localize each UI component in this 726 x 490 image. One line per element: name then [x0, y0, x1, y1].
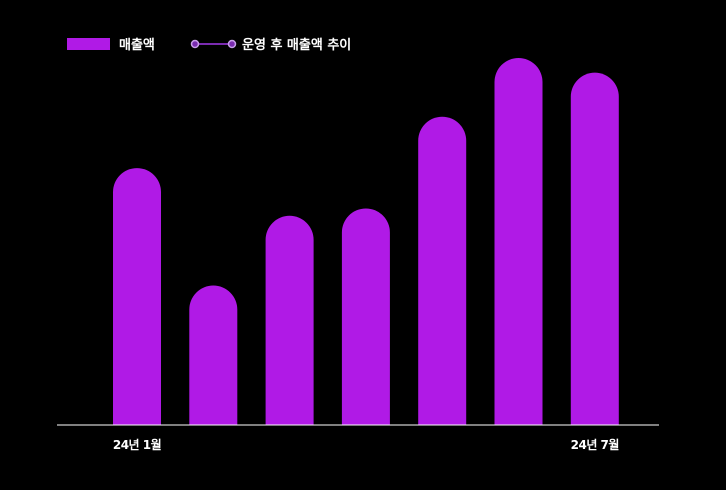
bar-1 — [113, 168, 161, 425]
bar-6 — [494, 58, 543, 425]
bar-7 — [570, 72, 619, 426]
legend-line-marker-start — [190, 39, 200, 49]
x-tick-label: 24년 7월 — [571, 437, 620, 452]
bar-5 — [418, 116, 467, 426]
legend-label-line: 운영 후 매출액 추이 — [242, 37, 351, 53]
x-tick-labels: 24년 1월 24년 7월 — [113, 437, 620, 452]
bars — [113, 58, 619, 426]
bar-2 — [189, 285, 238, 425]
legend: 매출액 운영 후 매출액 추이 — [67, 37, 351, 53]
legend-line-marker-end — [227, 39, 237, 49]
legend-bar-swatch — [67, 38, 110, 50]
bar-3 — [265, 215, 314, 425]
x-tick-label: 24년 1월 — [113, 437, 162, 452]
legend-label-bar: 매출액 — [119, 37, 155, 53]
bar-4 — [341, 208, 390, 425]
